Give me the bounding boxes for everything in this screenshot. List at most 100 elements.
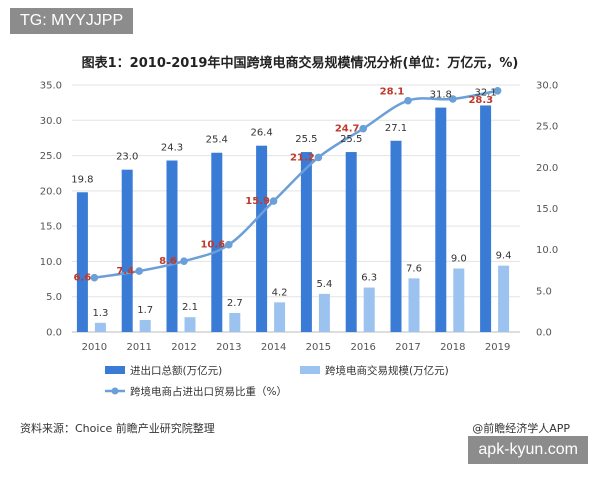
bar-total-label: 25.5	[295, 134, 317, 145]
x-tick-label: 2013	[216, 342, 241, 353]
ratio-point	[135, 267, 143, 275]
bar-ecommerce-label: 6.3	[361, 273, 377, 284]
watermark-badge-bottom: apk-kyun.com	[468, 436, 588, 464]
ratio-point-label: 8.6	[159, 256, 177, 267]
bar-ecommerce-label: 2.1	[182, 302, 198, 313]
y-right-tick-label: 15.0	[536, 204, 558, 215]
bar-total-label: 23.0	[116, 152, 138, 163]
ratio-point-label: 10.6	[200, 240, 225, 251]
ratio-point-label: 6.6	[74, 273, 92, 284]
x-tick-label: 2018	[440, 342, 465, 353]
bar-total-label: 26.4	[250, 128, 272, 139]
ratio-point-label: 28.3	[468, 95, 493, 106]
bar-total	[211, 152, 223, 332]
grid-lines	[72, 84, 520, 333]
bar-total-label: 24.3	[161, 143, 183, 154]
y-right-tick-label: 10.0	[536, 245, 558, 256]
bar-total-label: 31.8	[430, 90, 452, 101]
ratio-point-label: 21.2	[290, 152, 315, 163]
x-tick-label: 2019	[485, 342, 510, 353]
y-right-tick-label: 5.0	[536, 286, 552, 297]
bar-total-label: 27.1	[385, 123, 407, 134]
bar-ecommerce-label: 4.2	[272, 287, 288, 298]
bar-ecommerce	[498, 265, 510, 332]
bar-total	[121, 169, 133, 332]
ratio-line-path	[94, 89, 498, 279]
ratio-line	[90, 86, 502, 282]
bar-ecommerce	[94, 322, 106, 332]
bar-total-label: 19.8	[71, 174, 93, 185]
bar-ecommerce	[229, 312, 241, 332]
bar-total-label: 25.5	[340, 134, 362, 145]
bar-ecommerce	[453, 268, 465, 332]
y-left-tick-label: 15.0	[40, 222, 62, 233]
bar-ecommerce	[274, 302, 286, 332]
ratio-point	[90, 273, 99, 282]
x-tick-label: 2016	[350, 342, 375, 353]
ratio-point	[314, 153, 323, 162]
bar-total	[256, 145, 268, 332]
bar-ecommerce-label: 1.3	[92, 308, 108, 319]
ratio-point-label: 28.1	[380, 87, 405, 98]
bar-ecommerce-label: 9.4	[496, 251, 512, 262]
ratio-point	[449, 95, 457, 103]
ratio-point-label: 7.4	[116, 266, 134, 277]
bar-ecommerce	[363, 287, 375, 332]
bar-total	[345, 152, 357, 332]
ratio-point-label: 15.9	[245, 196, 270, 207]
bar-ecommerce	[408, 278, 420, 332]
x-tick-label: 2015	[306, 342, 331, 353]
bar-ecommerce-label: 2.7	[227, 298, 243, 309]
legend-swatch-total	[105, 366, 125, 374]
watermark-badge-top: TG: MYYJJPP	[10, 8, 134, 34]
bar-ecommerce-label: 9.0	[451, 253, 467, 264]
ratio-point	[493, 86, 502, 95]
legend-label-ratio: 跨境电商占进出口贸易比重（%）	[130, 385, 287, 398]
y-left-tick-label: 5.0	[46, 292, 62, 303]
data-labels: 19.8 1.3 23.0 1.7 24.3 2.1 25.4 2.7 26.4 4.2 25.5 5…	[71, 87, 511, 319]
y-left-tick-label: 20.0	[40, 186, 62, 197]
bar-total	[300, 152, 312, 332]
ratio-point-label: 24.7	[335, 124, 360, 135]
y-right-tick-label: 25.0	[536, 122, 558, 133]
bar-total	[480, 105, 492, 332]
bars	[76, 105, 510, 332]
ratio-point	[359, 124, 368, 133]
x-tick-label: 2011	[126, 342, 151, 353]
x-tick-label: 2014	[261, 342, 286, 353]
y-left-tick-label: 10.0	[40, 257, 62, 268]
y-left-tick-label: 25.0	[40, 151, 62, 162]
bar-total	[76, 192, 88, 332]
legend-swatch-ratio-dot	[111, 387, 119, 395]
x-tick-label: 2012	[171, 342, 196, 353]
chart-canvas: 0.0 5.0 10.0 15.0 20.0 25.0 30.0 35.0 0.0 5.0 10.0…	[40, 81, 559, 399]
y-left-tick-label: 0.0	[46, 328, 62, 339]
y-right-tick-label: 30.0	[536, 81, 558, 92]
bar-total-label: 25.4	[206, 135, 228, 146]
x-tick-label: 2010	[82, 342, 107, 353]
ratio-point	[269, 197, 278, 205]
legend: 进出口总额(万亿元) 跨境电商交易规模(万亿元) 跨境电商占进出口贸易比重（%）	[105, 364, 449, 398]
chart-title: 图表1：2010-2019年中国跨境电商交易规模情况分析(单位：万亿元，%)	[81, 56, 519, 71]
bar-ecommerce-label: 7.6	[406, 263, 422, 274]
bar-total	[435, 107, 447, 332]
ratio-point	[180, 257, 188, 265]
legend-label-total: 进出口总额(万亿元)	[130, 364, 222, 377]
bar-ecommerce	[184, 317, 196, 332]
y-right-tick-label: 0.0	[536, 328, 552, 339]
bar-total-label: 32.1	[474, 87, 496, 98]
credit-note: @前瞻经济学人APP	[472, 422, 570, 435]
bar-total	[390, 140, 402, 332]
legend-label-ecommerce: 跨境电商交易规模(万亿元)	[325, 364, 449, 377]
bar-ecommerce-label: 1.7	[137, 305, 153, 316]
x-tick-label: 2017	[395, 342, 420, 353]
y-left-tick-label: 30.0	[40, 116, 62, 127]
bar-ecommerce	[139, 320, 151, 332]
y-left-tick-label: 35.0	[40, 81, 62, 92]
legend-swatch-ecommerce	[300, 366, 320, 374]
bar-ecommerce	[318, 293, 330, 332]
ratio-point	[225, 240, 233, 249]
source-note: 资料来源：Choice 前瞻产业研究院整理	[20, 422, 215, 435]
bar-total	[166, 160, 178, 332]
bar-ecommerce-label: 5.4	[316, 279, 332, 290]
